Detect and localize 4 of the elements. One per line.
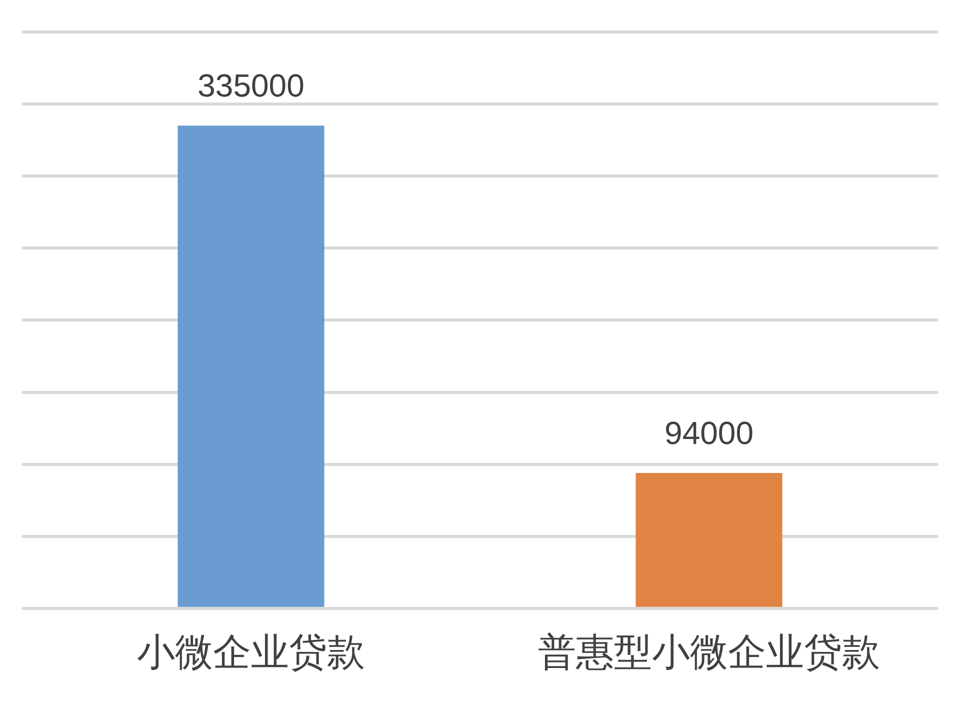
- data-label: 94000: [664, 414, 754, 451]
- x-tick-label: 普惠型小微企业贷款: [538, 630, 880, 674]
- x-tick-label: 小微企业贷款: [137, 630, 365, 674]
- data-label: 335000: [198, 67, 304, 104]
